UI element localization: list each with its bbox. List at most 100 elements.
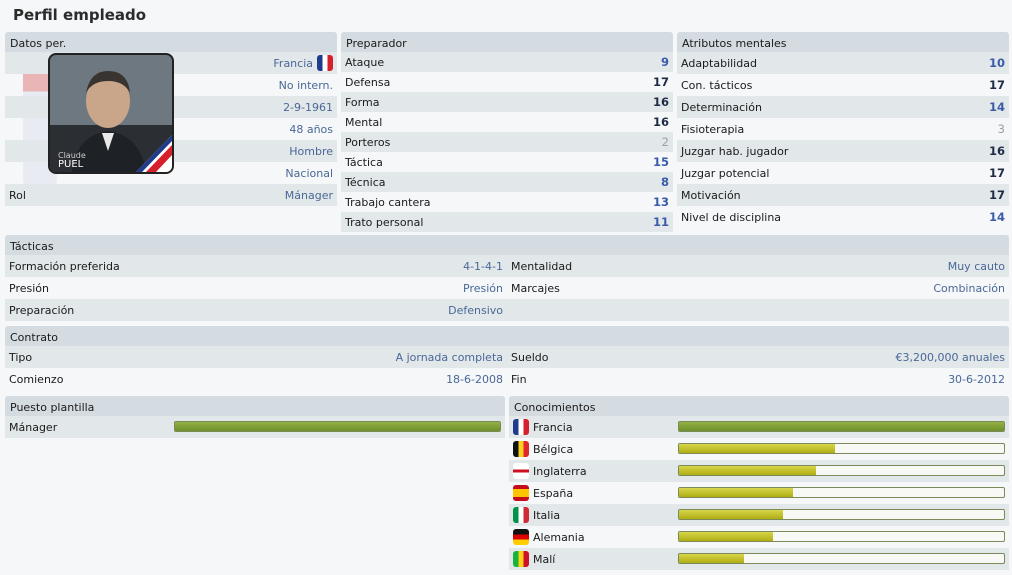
preparacion-label: Preparación: [9, 303, 75, 317]
preparador-trabajo-cantera-label: Trabajo cantera: [345, 195, 431, 209]
mentalidad-value: Muy cauto: [947, 259, 1005, 273]
rol-label: Rol: [9, 188, 26, 202]
conocimiento-bar-belgica: [678, 443, 1005, 454]
preparador-porteros-label: Porteros: [345, 135, 391, 149]
mental-determinación-value: 14: [988, 100, 1005, 114]
preparador-defensa-label: Defensa: [345, 75, 391, 89]
birth-date: 2-9-1961: [283, 100, 333, 114]
conocimiento-bar-inglaterra: [678, 465, 1005, 476]
preparador-técnica-row: Técnica 8: [341, 172, 673, 192]
nationality-status: Nacional: [285, 166, 333, 180]
preparador-mental-value: 16: [652, 115, 669, 129]
conocimientos-header: Conocimientos: [509, 396, 1009, 416]
preparador-táctica-value: 15: [652, 155, 669, 169]
mental-juzgar-potencial-value: 17: [988, 166, 1005, 180]
datos-header: Datos per.: [5, 32, 337, 52]
nationality-link[interactable]: Francia: [273, 56, 313, 70]
preparador-defensa-value: 17: [652, 75, 669, 89]
conocimiento-label-alemania[interactable]: Alemania: [533, 530, 585, 544]
photo-first-name: Claude: [58, 151, 86, 160]
conocimiento-row-belgica: Bélgica: [509, 438, 1009, 460]
staff-photo: Claude PUEL: [48, 53, 174, 174]
mental-fisioterapia-label: Fisioterapia: [681, 122, 745, 136]
preparador-header: Preparador: [341, 32, 673, 52]
france-flag-icon: [317, 55, 333, 71]
conocimiento-label-italia[interactable]: Italia: [533, 508, 561, 522]
preparacion-value: Defensivo: [448, 303, 503, 317]
mentales-panel: Atributos mentales Adaptabilidad 10 Con. t…: [677, 32, 1009, 228]
conocimiento-row-inglaterra: Inglaterra: [509, 460, 1009, 482]
mental-nivel-de-disciplina-value: 14: [988, 210, 1005, 224]
preparador-forma-value: 16: [652, 95, 669, 109]
conocimiento-label-belgica[interactable]: Bélgica: [533, 442, 574, 456]
page-title: Perfil empleado: [13, 6, 147, 24]
fin-value: 30-6-2012: [948, 372, 1005, 386]
preparador-porteros-value: 2: [661, 135, 669, 149]
preparador-táctica-label: Táctica: [345, 155, 383, 169]
conocimiento-bar-espana: [678, 487, 1005, 498]
preparador-trabajo-cantera-value: 13: [652, 195, 669, 209]
conocimiento-bar-fill-inglaterra: [679, 466, 816, 475]
mental-fisioterapia-value: 3: [997, 122, 1005, 136]
conocimiento-bar-alemania: [678, 531, 1005, 542]
conocimiento-label-inglaterra[interactable]: Inglaterra: [533, 464, 587, 478]
mental-adaptabilidad-label: Adaptabilidad: [681, 56, 757, 70]
preparador-trato-personal-row: Trato personal 11: [341, 212, 673, 232]
sueldo-value: €3,200,000 anuales: [895, 350, 1005, 364]
conocimiento-label-francia[interactable]: Francia: [533, 420, 573, 434]
presion-label: Presión: [9, 281, 49, 295]
espana-flag-icon: [513, 485, 529, 501]
mental-motivación-label: Motivación: [681, 188, 741, 202]
mental-motivación-row: Motivación 17: [677, 184, 1009, 206]
mental-con-tácticos-value: 17: [988, 78, 1005, 92]
conocimiento-label-espana[interactable]: España: [533, 486, 574, 500]
conocimiento-row-alemania: Alemania: [509, 526, 1009, 548]
preparador-ataque-label: Ataque: [345, 55, 385, 69]
preparador-mental-row: Mental 16: [341, 112, 673, 132]
mental-adaptabilidad-value: 10: [988, 56, 1005, 70]
puesto-bar: [174, 421, 501, 432]
conocimiento-bar-francia: [678, 421, 1005, 432]
tacticas-panel: Tácticas Formación preferida 4-1-4-1 Men…: [5, 235, 1009, 321]
puesto-panel: Puesto plantilla Mánager: [5, 396, 505, 438]
preparador-trato-personal-label: Trato personal: [345, 215, 424, 229]
conocimiento-bar-mali: [678, 553, 1005, 564]
conocimientos-panel: Conocimientos Francia Bélgica Inglaterra Es…: [509, 396, 1009, 570]
mental-juzgar-hab-jugador-label: Juzgar hab. jugador: [681, 144, 789, 158]
conocimiento-row-mali: Malí: [509, 548, 1009, 570]
preparador-defensa-row: Defensa 17: [341, 72, 673, 92]
mental-juzgar-hab-jugador-value: 16: [988, 144, 1005, 158]
conocimiento-bar-fill-italia: [679, 510, 783, 519]
conocimiento-bar-fill-alemania: [679, 532, 774, 541]
belgica-flag-icon: [513, 441, 529, 457]
mali-flag-icon: [513, 551, 529, 567]
international-status: No intern.: [278, 78, 333, 92]
alemania-flag-icon: [513, 529, 529, 545]
presion-value: Presión: [463, 281, 503, 295]
mental-fisioterapia-row: Fisioterapia 3: [677, 118, 1009, 140]
formacion-value: 4-1-4-1: [463, 259, 503, 273]
marcajes-value: Combinación: [933, 281, 1005, 295]
conocimiento-bar-italia: [678, 509, 1005, 520]
preparador-ataque-row: Ataque 9: [341, 52, 673, 72]
puesto-header: Puesto plantilla: [5, 396, 505, 416]
portrait-image: [50, 55, 172, 172]
mental-juzgar-hab-jugador-row: Juzgar hab. jugador 16: [677, 140, 1009, 162]
mental-con-tácticos-label: Con. tácticos: [681, 78, 753, 92]
puesto-bar-fill: [175, 422, 500, 431]
contrato-panel: Contrato Tipo A jornada completa Sueldo …: [5, 326, 1009, 390]
inglaterra-flag-icon: [513, 463, 529, 479]
tipo-label: Tipo: [9, 350, 33, 364]
fin-label: Fin: [511, 372, 527, 386]
sueldo-label: Sueldo: [511, 350, 549, 364]
conocimiento-label-mali[interactable]: Malí: [533, 552, 556, 566]
mental-determinación-row: Determinación 14: [677, 96, 1009, 118]
mentales-header: Atributos mentales: [677, 32, 1009, 52]
datos-panel: Datos per. Francia No intern. 2-9-1961 4…: [5, 32, 337, 206]
tacticas-header: Tácticas: [5, 235, 1009, 255]
conocimiento-bar-fill-mali: [679, 554, 744, 563]
mental-juzgar-potencial-label: Juzgar potencial: [681, 166, 770, 180]
preparador-táctica-row: Táctica 15: [341, 152, 673, 172]
rol-value: Mánager: [284, 188, 333, 202]
comienzo-value: 18-6-2008: [446, 372, 503, 386]
